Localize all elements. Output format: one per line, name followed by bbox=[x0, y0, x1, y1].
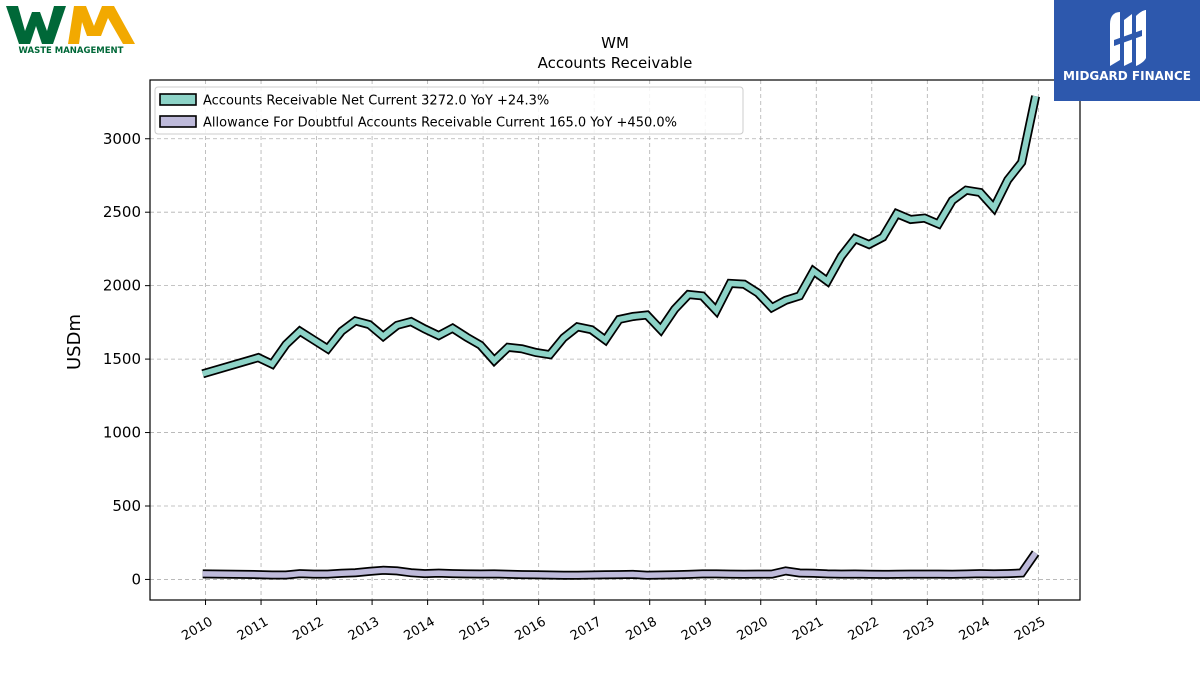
chart-subtitle: Accounts Receivable bbox=[538, 54, 693, 72]
grid-lines bbox=[150, 80, 1080, 600]
x-tick-label: 2019 bbox=[679, 614, 715, 644]
x-tick-label: 2022 bbox=[846, 614, 882, 644]
x-tick-label: 2016 bbox=[512, 614, 548, 644]
midgard-finance-text: MIDGARD FINANCE bbox=[1063, 69, 1191, 83]
series-lines bbox=[201, 95, 1041, 580]
waste-management-logo: WASTE MANAGEMENT bbox=[4, 4, 138, 56]
legend-box bbox=[154, 86, 744, 135]
x-tick-label: 2011 bbox=[235, 614, 271, 644]
y-tick-label: 2500 bbox=[103, 203, 141, 221]
legend-swatch-net-current bbox=[159, 93, 197, 106]
legend: Accounts Receivable Net Current 3272.0 Y… bbox=[154, 86, 744, 135]
plot-frame bbox=[149, 79, 1081, 601]
x-tick-label: 2023 bbox=[901, 614, 937, 644]
y-axis-ticks: 0 500 1000 1500 2000 2500 3000 bbox=[103, 130, 150, 588]
wm-m-shape bbox=[68, 6, 135, 44]
x-tick-label: 2013 bbox=[346, 614, 382, 644]
x-tick-label: 2024 bbox=[957, 614, 993, 644]
x-tick-label: 2018 bbox=[624, 614, 660, 644]
legend-swatch-allowance bbox=[159, 115, 197, 128]
x-tick-label: 2025 bbox=[1012, 614, 1048, 644]
x-tick-label: 2021 bbox=[790, 614, 826, 644]
y-tick-label: 0 bbox=[131, 570, 141, 588]
y-axis-label: USDm bbox=[64, 314, 85, 370]
x-tick-label: 2015 bbox=[457, 614, 493, 644]
y-tick-label: 500 bbox=[112, 497, 141, 515]
legend-label-allowance: Allowance For Doubtful Accounts Receivab… bbox=[203, 116, 677, 131]
y-tick-label: 1500 bbox=[103, 350, 141, 368]
midgard-finance-logo: MIDGARD FINANCE bbox=[1054, 0, 1200, 101]
series-line-outline-net-current bbox=[201, 95, 1041, 379]
x-axis-ticks: 2010 2011 2012 2013 2014 2015 2016 2017 2018 2019… bbox=[179, 600, 1048, 644]
y-tick-label: 1000 bbox=[103, 424, 141, 442]
y-tick-label: 2000 bbox=[103, 277, 141, 295]
waste-management-text: WASTE MANAGEMENT bbox=[19, 46, 124, 56]
x-tick-label: 2010 bbox=[179, 614, 215, 644]
midgard-emblem-icon bbox=[1110, 10, 1146, 66]
legend-label-net-current: Accounts Receivable Net Current 3272.0 Y… bbox=[203, 94, 549, 109]
y-tick-label: 3000 bbox=[103, 130, 141, 148]
wm-w-shape bbox=[6, 6, 66, 44]
x-tick-label: 2014 bbox=[401, 614, 437, 644]
x-tick-label: 2012 bbox=[290, 614, 326, 644]
x-tick-label: 2020 bbox=[735, 614, 771, 644]
series-line-allowance bbox=[202, 551, 1038, 579]
chart-title: WM bbox=[601, 34, 629, 52]
x-tick-label: 2017 bbox=[568, 614, 604, 644]
series-line-net-current bbox=[201, 95, 1039, 377]
